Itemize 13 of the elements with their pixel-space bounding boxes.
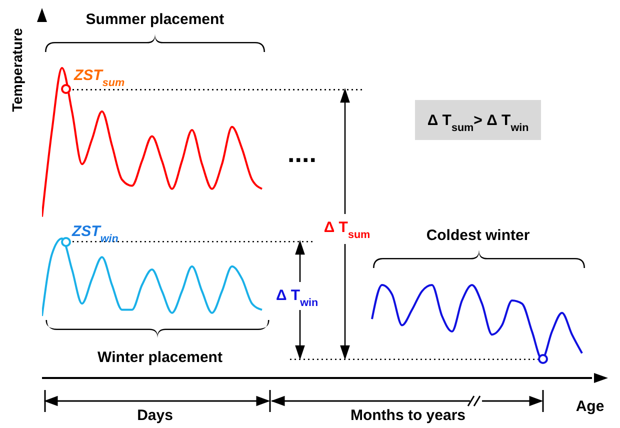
annotation: ZST$_{win}$ bbox=[71, 223, 119, 245]
annotation: ZST$_{sum}$ bbox=[73, 67, 125, 89]
text: Summer placement bbox=[86, 11, 224, 28]
x-axis-title: Age bbox=[576, 398, 604, 415]
annotation: .... bbox=[288, 138, 316, 168]
annotation: Δ T$_{sum}$ bbox=[324, 219, 370, 241]
annotation: Coldest winter bbox=[426, 227, 530, 244]
y-axis-title: Temperature bbox=[9, 28, 25, 112]
text: Months to years bbox=[350, 407, 466, 424]
text: Days bbox=[137, 407, 173, 424]
annotation: Δ T$_{sum}$> Δ T$_{win}$ bbox=[427, 112, 529, 134]
annotation: Winter placement bbox=[98, 349, 222, 366]
annotation: Δ T$_{win}$ bbox=[276, 287, 318, 309]
